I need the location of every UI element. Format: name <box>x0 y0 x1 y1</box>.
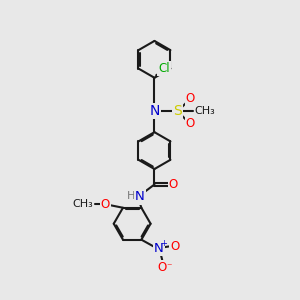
Text: CH₃: CH₃ <box>72 199 93 209</box>
Text: S: S <box>173 104 182 118</box>
Text: O: O <box>158 260 167 274</box>
Text: Cl: Cl <box>158 62 170 75</box>
Text: N: N <box>149 104 160 118</box>
Text: CH₃: CH₃ <box>194 106 215 116</box>
Text: +: + <box>160 239 167 248</box>
Text: O: O <box>169 178 178 191</box>
Text: H: H <box>127 191 135 201</box>
Text: N: N <box>135 190 145 203</box>
Text: O: O <box>185 117 195 130</box>
Text: N: N <box>154 242 164 255</box>
Text: O: O <box>170 240 179 253</box>
Text: O: O <box>100 198 110 211</box>
Text: O: O <box>185 92 195 105</box>
Text: ⁻: ⁻ <box>166 262 172 272</box>
